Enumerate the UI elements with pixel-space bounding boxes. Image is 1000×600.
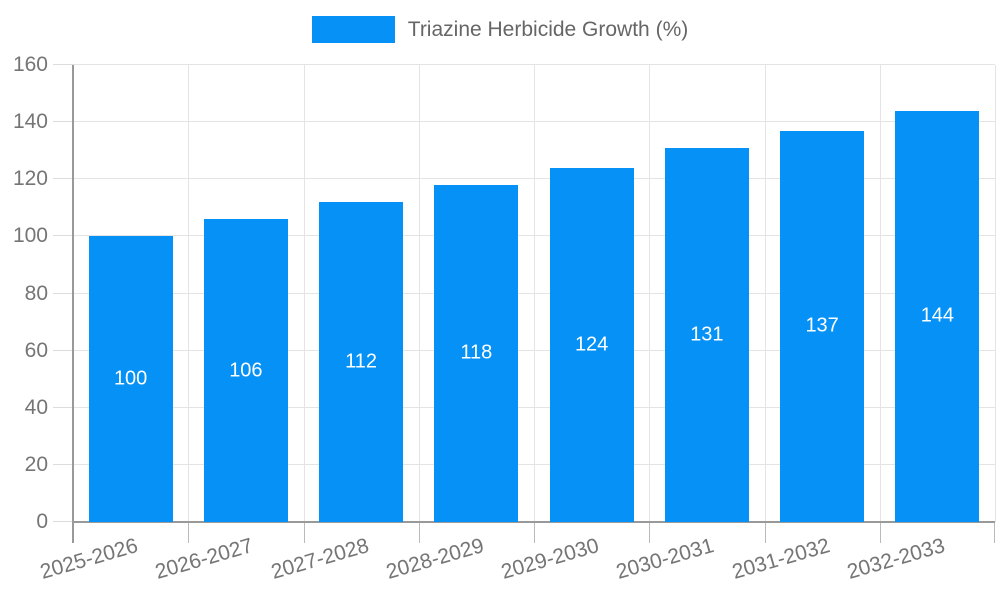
bar-2026-2027[interactable]: 106	[203, 219, 288, 522]
x-axis-tick	[188, 522, 190, 543]
gridline-vertical	[764, 65, 766, 522]
gridline-vertical	[879, 65, 881, 522]
y-axis-tick	[53, 463, 73, 465]
x-axis-tick-label: 2027-2028	[268, 534, 372, 584]
legend[interactable]: Triazine Herbicide Growth (%)	[0, 16, 1000, 43]
bar-value-label: 106	[229, 359, 263, 382]
bar-2030-2031[interactable]: 131	[664, 147, 749, 522]
y-axis-tick-label: 20	[24, 452, 48, 476]
y-axis-tick	[53, 406, 73, 408]
y-axis-tick-label: 140	[12, 110, 48, 134]
gridline-vertical	[649, 65, 651, 522]
gridline-vertical	[418, 65, 420, 522]
bar-2031-2032[interactable]: 137	[780, 130, 865, 522]
y-axis-tick	[53, 521, 73, 522]
bar-2029-2030[interactable]: 124	[549, 167, 634, 522]
plot-area: 100 106 112 118 124 131 137 144	[53, 64, 996, 543]
y-axis-tick	[53, 64, 73, 65]
gridline-vertical	[188, 65, 190, 522]
x-axis-tick-label: 2026-2027	[153, 534, 256, 584]
gridline-vertical	[534, 65, 535, 522]
gridline-vertical	[303, 65, 305, 522]
bar-value-label: 144	[920, 304, 955, 327]
x-axis-line	[73, 521, 995, 523]
x-axis-tick-label: 2030-2031	[614, 534, 717, 584]
bar-value-label: 124	[574, 333, 609, 356]
x-axis-tick-label: 2029-2030	[498, 534, 602, 584]
bar-value-label: 137	[805, 314, 839, 337]
x-axis-tick	[649, 522, 651, 543]
bar-value-label: 112	[345, 350, 378, 373]
gridline-horizontal	[73, 64, 995, 65]
x-axis-tick-label: 2032-2033	[844, 534, 948, 584]
y-axis-tick-label: 120	[12, 167, 48, 191]
legend-label: Triazine Herbicide Growth (%)	[407, 17, 689, 41]
y-axis-tick-label: 60	[24, 338, 48, 362]
y-axis-tick-label: 80	[24, 281, 48, 305]
bar-value-label: 131	[690, 323, 724, 346]
bar-2027-2028[interactable]: 112	[319, 202, 404, 522]
y-axis-line	[72, 65, 74, 543]
x-axis-tick-label: 2025-2026	[37, 534, 141, 584]
bar-2025-2026[interactable]: 100	[88, 236, 173, 522]
y-axis-tick	[53, 121, 73, 123]
y-axis-tick-label: 0	[36, 510, 48, 533]
x-axis-tick	[764, 522, 766, 543]
bar-2028-2029[interactable]: 118	[434, 184, 519, 522]
x-axis-tick	[534, 522, 535, 543]
x-axis-tick	[303, 522, 305, 543]
y-axis-tick-label: 160	[12, 53, 48, 76]
y-axis-tick	[53, 235, 73, 237]
x-axis-tick-label: 2028-2029	[383, 534, 487, 584]
y-axis-tick	[53, 178, 73, 180]
gridline-vertical	[995, 65, 996, 522]
y-axis-tick-label: 40	[24, 395, 48, 419]
x-axis-tick	[418, 522, 420, 543]
x-axis-tick	[994, 522, 995, 543]
legend-swatch-icon	[311, 16, 395, 43]
bar-value-label: 100	[113, 367, 148, 390]
y-axis-tick	[53, 349, 73, 351]
bar-2032-2033[interactable]: 144	[895, 110, 980, 522]
y-axis-tick-label: 100	[12, 224, 48, 248]
bar-value-label: 118	[460, 341, 493, 364]
y-axis-tick	[53, 292, 73, 294]
x-axis-tick	[879, 522, 881, 543]
x-axis-tick-label: 2031-2032	[729, 534, 833, 584]
